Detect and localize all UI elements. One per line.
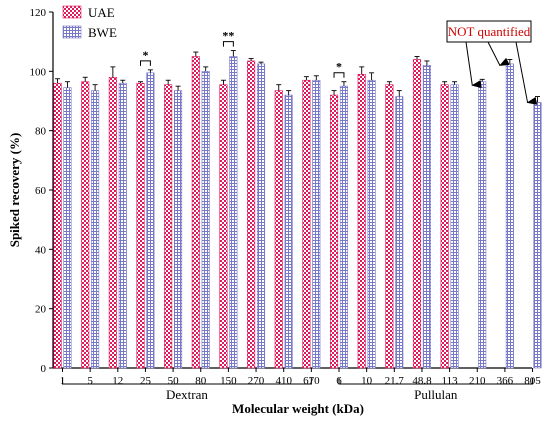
bar-uae — [164, 84, 173, 369]
group-label: Pullulan — [414, 387, 458, 402]
bar-bwe — [533, 102, 542, 369]
bar-bwe — [339, 85, 349, 369]
bar-uae — [53, 82, 62, 369]
x-tick-label: 366 — [497, 375, 514, 387]
bar-bwe — [118, 82, 127, 369]
bar-uae — [440, 84, 449, 369]
bar-uae — [274, 90, 283, 369]
bar-uae — [412, 59, 422, 369]
y-tick-label: 60 — [35, 185, 47, 197]
bar-uae — [357, 74, 366, 369]
annotation-arrow — [515, 41, 538, 105]
legend-label: BWE — [88, 25, 117, 40]
x-tick-label: 270 — [248, 375, 265, 387]
bar-bwe — [367, 79, 376, 369]
bar-bwe — [63, 87, 72, 369]
x-tick-label: 21.7 — [385, 375, 405, 387]
group-bracket — [338, 378, 534, 385]
bar-bwe — [395, 96, 404, 369]
significance-marks: **** — [140, 29, 345, 78]
bar-uae — [81, 81, 90, 369]
bar-uae — [136, 82, 145, 369]
bar-bwe — [505, 63, 514, 369]
annotation-box — [446, 20, 532, 43]
y-tick-label: 100 — [30, 66, 47, 78]
bar-bwe — [422, 65, 431, 369]
y-tick-label: 40 — [35, 244, 47, 256]
x-tick-label: 25 — [140, 375, 152, 387]
x-tick-label: 12 — [112, 375, 123, 387]
bar-bwe — [256, 63, 266, 369]
bar-bwe — [450, 84, 459, 369]
x-tick-label: 10 — [361, 375, 373, 387]
x-tick-label: 80 — [195, 375, 207, 387]
not-quantified-annotation: NOT quantified — [446, 20, 538, 105]
y-tick-label: 0 — [41, 363, 47, 375]
y-axis-title: Spiked recovery (%) — [7, 133, 22, 248]
x-tick-label: 113 — [442, 375, 459, 387]
bar-bwe — [284, 94, 293, 369]
bar-uae — [329, 94, 339, 369]
y-tick-label: 120 — [30, 7, 47, 19]
group-brackets: Dextran Pullulan — [62, 378, 534, 402]
legend-swatch-uae — [62, 5, 82, 19]
bars — [53, 50, 542, 369]
bar-uae — [219, 84, 228, 369]
bar-bwe — [91, 90, 100, 369]
bar-bwe — [201, 71, 210, 369]
x-tick-label: 410 — [275, 375, 292, 387]
significance-bracket — [222, 41, 234, 47]
y-tick-label: 80 — [35, 126, 47, 138]
legend: UAE BWE — [62, 5, 117, 40]
x-axis-title: Molecular weight (kDa) — [232, 401, 364, 416]
legend-swatch-bwe — [62, 25, 82, 39]
annotation-text: NOT quantified — [448, 24, 531, 39]
x-tick-label: 210 — [469, 375, 486, 387]
bar-uae — [108, 76, 117, 369]
x-tick-label: 50 — [168, 375, 180, 387]
y-tick-label: 20 — [35, 304, 47, 316]
bar-uae — [247, 60, 256, 369]
legend-label: UAE — [88, 5, 115, 20]
x-tick-label: 150 — [220, 375, 237, 387]
group-bracket — [62, 378, 312, 385]
group-label: Dextran — [166, 387, 208, 402]
bar-uae — [191, 56, 200, 369]
bar-bwe — [174, 90, 183, 369]
bar-bwe — [312, 79, 321, 369]
bar-bwe — [229, 56, 238, 369]
annotation-arrow — [487, 41, 510, 66]
significance-label: ** — [222, 29, 234, 43]
bar-bwe — [478, 81, 487, 369]
x-tick-label: 48.8 — [412, 375, 432, 387]
bar-uae — [302, 79, 311, 369]
significance-label: * — [336, 60, 342, 74]
bar-uae — [385, 84, 394, 369]
significance-bracket — [140, 60, 151, 66]
annotation-arrow — [465, 41, 482, 89]
x-tick-label: 5 — [87, 375, 93, 387]
significance-label: * — [142, 48, 148, 62]
significance-bracket — [333, 72, 345, 78]
bar-bwe — [146, 72, 155, 369]
